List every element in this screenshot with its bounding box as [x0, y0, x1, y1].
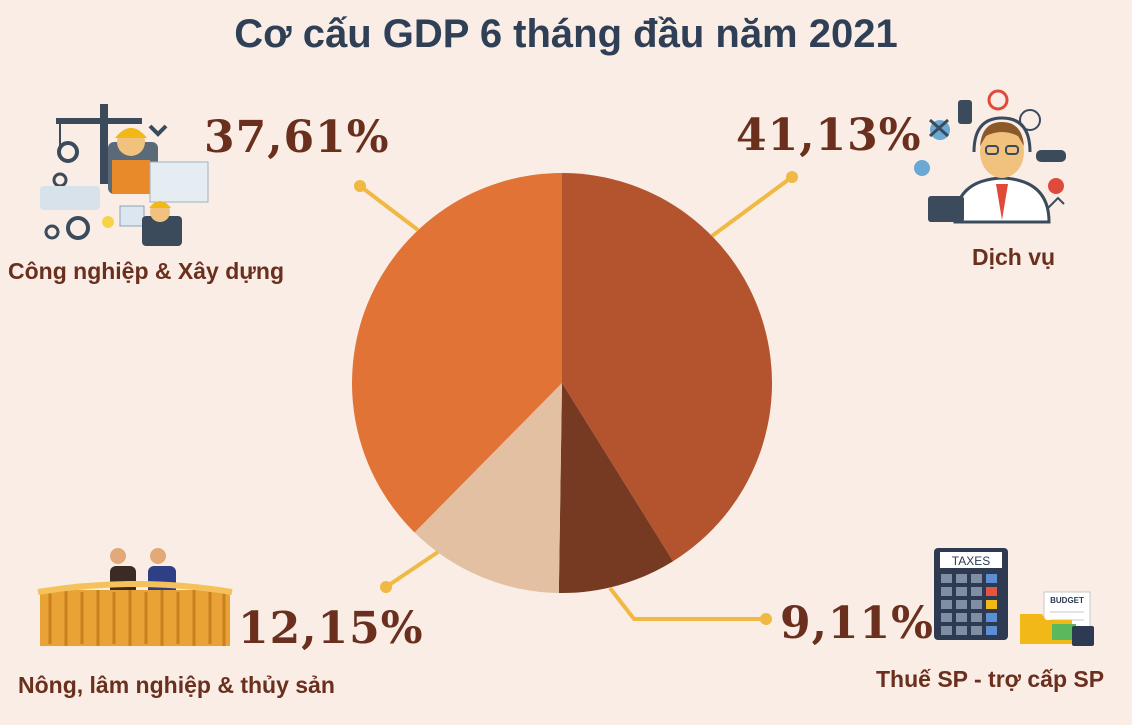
- slice-value-taxes: 9,11%: [780, 598, 934, 649]
- leader-line-agriculture: [384, 550, 440, 589]
- calculator-key: [971, 587, 982, 596]
- calculator-key: [986, 626, 997, 635]
- leader-line-agriculture-dot: [380, 581, 392, 593]
- calculator-key: [941, 574, 952, 583]
- calculator-key: [941, 600, 952, 609]
- pie-slice-taxes: [558, 383, 674, 593]
- budget-folder-icon: BUDGET: [1020, 591, 1094, 646]
- farmers-wheat-icon: [37, 548, 233, 646]
- taxes-label: TAXES: [952, 554, 990, 568]
- calculator-key: [986, 600, 997, 609]
- slice-value-agriculture: 12,15%: [238, 603, 424, 654]
- slice-value-services: 41,13%: [736, 110, 922, 161]
- leader-line-industry: [358, 184, 420, 232]
- leader-line-taxes-dot: [760, 613, 772, 625]
- calculator-key: [986, 613, 997, 622]
- calculator-key: [986, 574, 997, 583]
- leader-line-services-dot: [786, 171, 798, 183]
- calculator-key: [971, 613, 982, 622]
- leader-line-taxes: [608, 586, 766, 621]
- slice-label-agriculture: Nông, lâm nghiệp & thủy sản: [18, 672, 335, 698]
- slice-value-industry: 37,61%: [204, 112, 390, 163]
- leader-line-services: [710, 175, 794, 238]
- pie-slice-industry: [352, 173, 562, 533]
- chart-title: Cơ cấu GDP 6 tháng đầu năm 2021: [234, 12, 898, 56]
- calculator-key: [971, 574, 982, 583]
- pie-slice-agriculture: [414, 383, 562, 593]
- calculator-key: [941, 626, 952, 635]
- calculator-key: [956, 613, 967, 622]
- calculator-key: [956, 574, 967, 583]
- calculator-key: [941, 613, 952, 622]
- taxes-calculator-icon: TAXES: [934, 548, 1008, 640]
- service-agent-icon: [914, 89, 1066, 224]
- calculator-key: [956, 626, 967, 635]
- calculator-key: [941, 587, 952, 596]
- pie-slice-services: [562, 173, 772, 562]
- calculator-key: [956, 587, 967, 596]
- construction-workers-icon: [40, 104, 209, 246]
- slice-label-industry: Công nghiệp & Xây dựng: [8, 258, 285, 284]
- calculator-key: [971, 600, 982, 609]
- calculator-key: [971, 626, 982, 635]
- slice-label-services: Dịch vụ: [972, 244, 1056, 270]
- slice-label-taxes: Thuế SP - trợ cấp SP: [876, 666, 1105, 692]
- calculator-key: [986, 587, 997, 596]
- budget-label: BUDGET: [1050, 596, 1084, 605]
- calculator-key: [956, 600, 967, 609]
- leader-line-industry-dot: [354, 180, 366, 192]
